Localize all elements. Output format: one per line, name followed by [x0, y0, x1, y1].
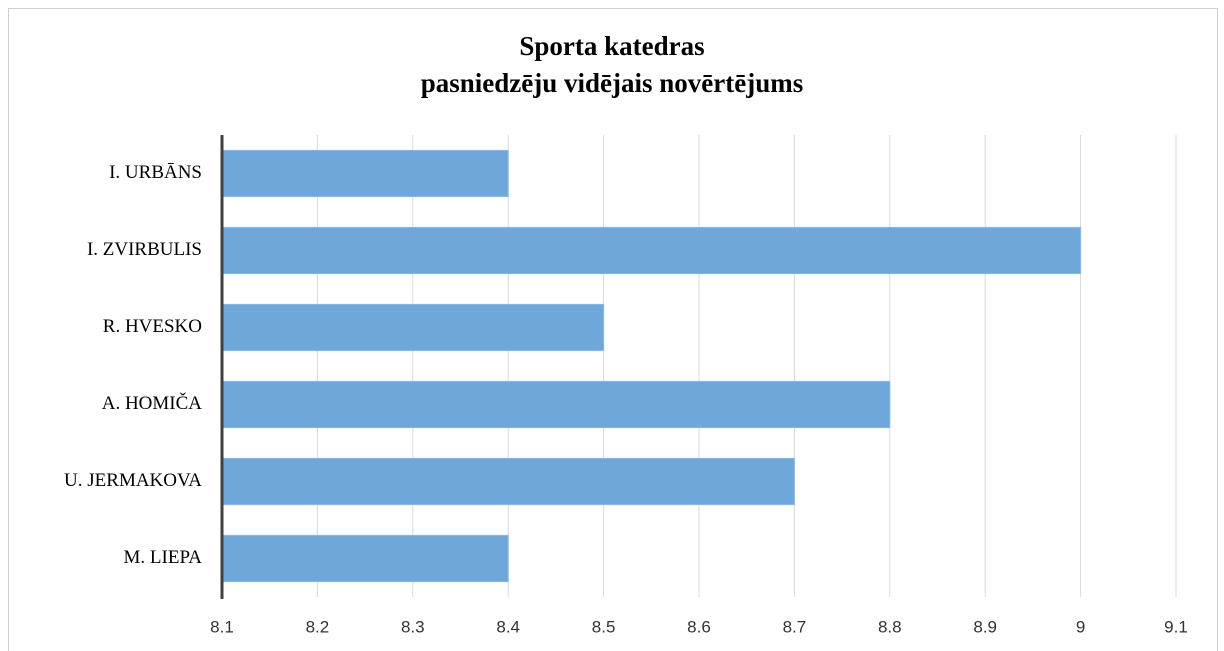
x-tick-label: 8.6: [687, 617, 711, 636]
y-tick-label: M. LIEPA: [124, 547, 203, 568]
y-tick-label: R. HVESKO: [103, 316, 202, 337]
y-tick-label: U. JERMAKOVA: [64, 470, 202, 491]
y-tick-label: A. HOMIČA: [102, 392, 203, 414]
bar: [221, 534, 509, 583]
y-tick-label: I. ZVIRBULIS: [87, 239, 202, 260]
x-tick-label: 9: [1076, 617, 1085, 636]
chart-title: pasniedzēju vidējais novērtējums: [421, 68, 803, 98]
bar: [221, 149, 509, 198]
x-tick-label: 8.9: [973, 617, 997, 636]
bar: [221, 457, 795, 506]
x-tick-label: 8.8: [878, 617, 902, 636]
x-tick-label: 8.5: [592, 617, 616, 636]
x-tick-label: 9.1: [1164, 617, 1188, 636]
x-tick-label: 8.1: [210, 617, 234, 636]
x-tick-label: 8.4: [496, 617, 520, 636]
x-tick-label: 8.2: [306, 617, 330, 636]
chart-frame: [8, 8, 1218, 651]
x-tick-label: 8.3: [401, 617, 425, 636]
y-tick-label: I. URBĀNS: [109, 162, 202, 183]
x-tick-label: 8.7: [783, 617, 807, 636]
chart-title: Sporta katedras: [519, 31, 704, 61]
bar: [221, 380, 891, 429]
bar: [221, 303, 605, 352]
bar: [221, 226, 1082, 275]
